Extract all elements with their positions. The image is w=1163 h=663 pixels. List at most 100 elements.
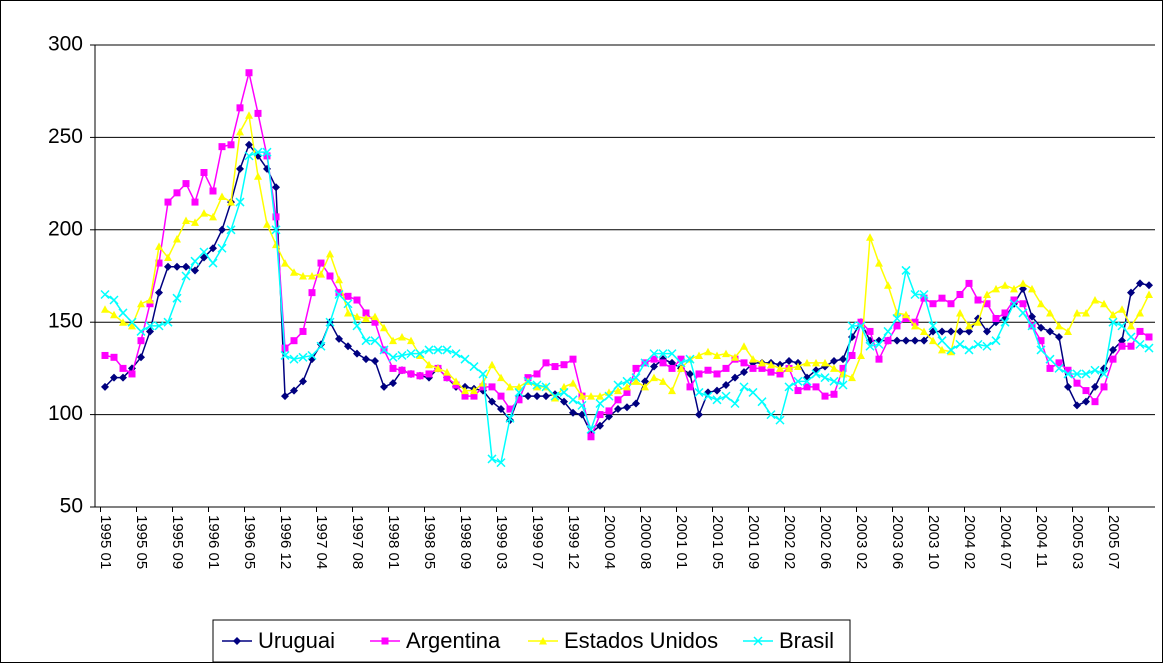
marker — [902, 310, 910, 319]
marker — [524, 392, 532, 401]
legend-label: Uruguai — [258, 628, 335, 653]
marker — [182, 216, 190, 225]
marker — [965, 279, 973, 287]
marker — [812, 383, 820, 391]
marker — [632, 399, 640, 408]
marker — [380, 382, 388, 391]
marker — [650, 355, 658, 363]
marker — [353, 312, 361, 321]
marker — [614, 405, 622, 414]
marker — [1108, 317, 1118, 327]
marker — [335, 275, 343, 284]
marker — [290, 386, 298, 395]
marker — [1099, 369, 1109, 379]
marker — [1073, 308, 1081, 317]
y-tick-label: 100 — [48, 402, 83, 425]
marker — [1073, 379, 1081, 387]
marker — [470, 392, 478, 400]
marker — [946, 345, 956, 355]
marker — [1028, 284, 1036, 293]
marker — [443, 374, 451, 382]
marker — [776, 370, 784, 378]
marker — [1037, 299, 1045, 308]
marker — [1135, 339, 1145, 349]
marker — [721, 391, 731, 401]
marker — [632, 364, 640, 372]
marker — [1118, 336, 1126, 345]
marker — [758, 364, 766, 372]
marker — [470, 386, 478, 395]
marker — [1064, 382, 1072, 391]
x-tick-label: 1997 08 — [349, 515, 366, 569]
y-tick-label: 200 — [48, 217, 83, 240]
marker — [569, 355, 577, 363]
marker — [956, 308, 964, 317]
marker — [533, 382, 541, 391]
marker — [560, 397, 568, 406]
x-tick-label: 1999 07 — [529, 515, 546, 569]
marker — [119, 364, 127, 372]
marker — [137, 353, 145, 362]
marker — [785, 357, 793, 366]
marker — [352, 321, 362, 331]
marker — [515, 382, 523, 391]
marker — [821, 358, 829, 367]
marker — [668, 358, 676, 367]
marker — [983, 290, 991, 298]
marker — [551, 393, 559, 402]
marker — [560, 361, 568, 369]
marker — [235, 197, 245, 207]
marker — [1037, 323, 1045, 332]
x-tick-label: 2005 07 — [1105, 515, 1122, 569]
marker — [253, 147, 263, 157]
marker — [775, 415, 785, 425]
marker — [1090, 365, 1100, 375]
marker — [128, 321, 136, 330]
marker — [218, 192, 226, 201]
marker — [937, 336, 947, 346]
x-tick-label: 1996 12 — [277, 515, 294, 569]
x-tick-label: 2002 06 — [817, 515, 834, 569]
marker — [361, 336, 371, 346]
marker — [371, 312, 379, 321]
marker — [911, 321, 919, 330]
marker — [1063, 369, 1073, 379]
marker — [317, 259, 325, 267]
marker — [1027, 321, 1037, 331]
marker — [767, 360, 775, 369]
x-tick-label: 1996 05 — [241, 515, 258, 569]
marker — [947, 327, 955, 336]
marker — [551, 363, 559, 371]
marker — [1144, 343, 1154, 353]
marker — [308, 272, 316, 280]
x-tick-label: 2000 04 — [601, 515, 618, 569]
marker — [290, 268, 298, 276]
marker — [191, 266, 199, 275]
marker — [164, 253, 172, 262]
marker — [146, 296, 154, 304]
marker — [523, 376, 533, 386]
marker — [1136, 279, 1144, 288]
marker — [236, 164, 244, 173]
x-tick-label: 1998 09 — [457, 515, 474, 569]
marker — [731, 373, 739, 382]
marker — [830, 357, 838, 366]
marker — [344, 342, 352, 351]
marker — [1046, 308, 1054, 317]
marker — [109, 295, 119, 305]
marker — [316, 341, 326, 351]
marker — [973, 339, 983, 349]
marker — [640, 358, 650, 368]
marker — [335, 289, 343, 297]
marker — [802, 376, 812, 386]
marker — [334, 289, 344, 300]
marker — [974, 296, 982, 304]
marker — [136, 326, 146, 336]
marker — [181, 271, 191, 281]
marker — [920, 336, 928, 345]
marker — [1100, 299, 1108, 308]
marker — [938, 345, 946, 354]
marker — [452, 381, 460, 389]
marker — [128, 370, 136, 378]
marker — [974, 318, 982, 326]
